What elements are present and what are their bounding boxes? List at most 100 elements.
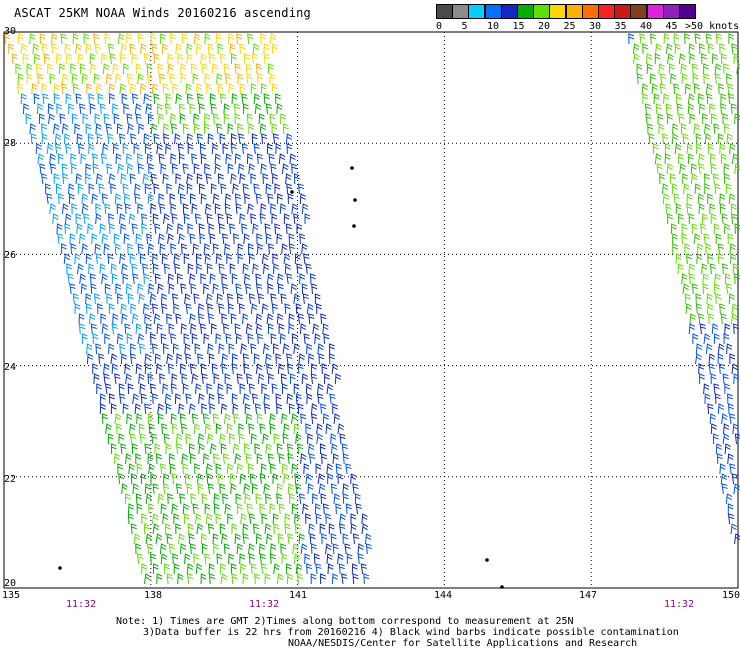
wind-barb xyxy=(665,43,673,55)
wind-barb xyxy=(163,263,170,275)
wind-barb xyxy=(134,403,142,415)
lon-label: 150 xyxy=(722,590,740,601)
wind-barb xyxy=(288,323,295,335)
wind-barb xyxy=(159,203,166,215)
wind-barb xyxy=(218,263,225,275)
wind-barb xyxy=(137,73,144,85)
wind-barb xyxy=(642,93,649,105)
wind-barb xyxy=(717,403,725,415)
wind-barb xyxy=(241,223,248,235)
wind-barb xyxy=(165,93,172,105)
wind-barb xyxy=(700,223,707,235)
wind-barb xyxy=(281,163,289,175)
legend-swatch xyxy=(614,4,632,19)
wind-barb xyxy=(244,403,251,415)
wind-barb xyxy=(249,473,256,485)
wind-barb xyxy=(150,33,157,45)
wind-barb xyxy=(681,223,688,235)
wind-barb xyxy=(350,513,357,525)
wind-barb xyxy=(212,193,220,205)
wind-barb xyxy=(129,423,136,435)
wind-barb xyxy=(287,483,295,495)
wind-barb xyxy=(728,293,735,305)
wind-barb xyxy=(107,133,114,145)
wind-barb xyxy=(698,163,705,175)
wind-barb xyxy=(193,163,200,175)
wind-barb xyxy=(333,413,341,425)
wind-barb xyxy=(688,43,695,55)
wind-barb xyxy=(248,513,256,525)
wind-barb xyxy=(278,323,285,335)
wind-barb xyxy=(49,73,56,85)
wind-barb xyxy=(183,253,190,265)
wind-barb xyxy=(147,243,155,255)
wind-barb xyxy=(86,353,94,365)
wind-barb xyxy=(107,253,114,265)
wind-barb xyxy=(123,63,130,75)
wind-barb xyxy=(208,53,215,65)
wind-barb xyxy=(734,163,740,175)
wind-barb xyxy=(261,133,268,145)
wind-barb xyxy=(230,563,237,575)
wind-barb xyxy=(708,353,715,365)
wind-barb xyxy=(301,203,309,215)
wind-barb xyxy=(715,443,722,455)
wind-barb xyxy=(116,203,123,215)
wind-barb xyxy=(182,503,190,515)
wind-barb xyxy=(267,243,275,255)
wind-barb xyxy=(131,443,138,455)
wind-barb xyxy=(350,473,357,485)
wind-barb xyxy=(221,353,229,365)
wind-barb xyxy=(670,223,677,235)
wind-barb xyxy=(730,523,738,535)
wind-barb xyxy=(670,73,677,85)
wind-barb xyxy=(17,73,24,85)
wind-barb xyxy=(151,433,158,445)
wind-barb xyxy=(243,363,250,375)
wind-barb xyxy=(201,63,208,75)
wind-barb xyxy=(234,323,241,335)
wind-barb xyxy=(104,33,111,45)
wind-barb xyxy=(137,283,144,295)
wind-barb xyxy=(158,233,165,245)
lon-label: 138 xyxy=(144,590,163,601)
wind-barb xyxy=(115,283,122,295)
wind-barb xyxy=(230,53,237,65)
wind-barb xyxy=(247,333,254,345)
map-frame xyxy=(3,31,739,589)
wind-barb xyxy=(267,453,274,465)
wind-barb xyxy=(231,523,238,535)
wind-barb xyxy=(729,243,736,255)
wind-barb xyxy=(288,233,295,245)
wind-barb xyxy=(680,123,687,135)
wind-barb xyxy=(138,373,145,385)
wind-barb xyxy=(239,383,246,395)
wind-barb xyxy=(118,473,125,485)
wind-barb xyxy=(206,83,212,95)
wind-barb xyxy=(312,493,318,505)
wind-barb xyxy=(25,113,32,125)
wind-barb xyxy=(215,33,222,45)
wind-barb xyxy=(186,483,193,495)
wind-barb xyxy=(120,173,127,185)
wind-barb xyxy=(41,43,48,55)
wind-barb xyxy=(159,73,166,85)
wind-barb xyxy=(282,383,288,394)
wind-barb xyxy=(709,413,716,425)
wind-barb xyxy=(229,223,236,235)
wind-barb xyxy=(81,203,89,215)
wind-barb xyxy=(727,453,734,465)
wind-barb xyxy=(248,543,255,555)
wind-barb xyxy=(141,513,148,525)
wind-barb xyxy=(100,153,108,165)
wind-barb xyxy=(200,363,207,375)
wind-barb xyxy=(239,83,246,95)
wind-barb xyxy=(715,233,722,245)
wind-barb xyxy=(86,343,93,355)
wind-barb xyxy=(301,243,308,255)
wind-barb xyxy=(693,233,701,245)
wind-barb xyxy=(207,433,214,445)
wind-barb xyxy=(29,123,36,135)
wind-barb xyxy=(152,523,160,535)
wind-barb xyxy=(117,33,125,45)
